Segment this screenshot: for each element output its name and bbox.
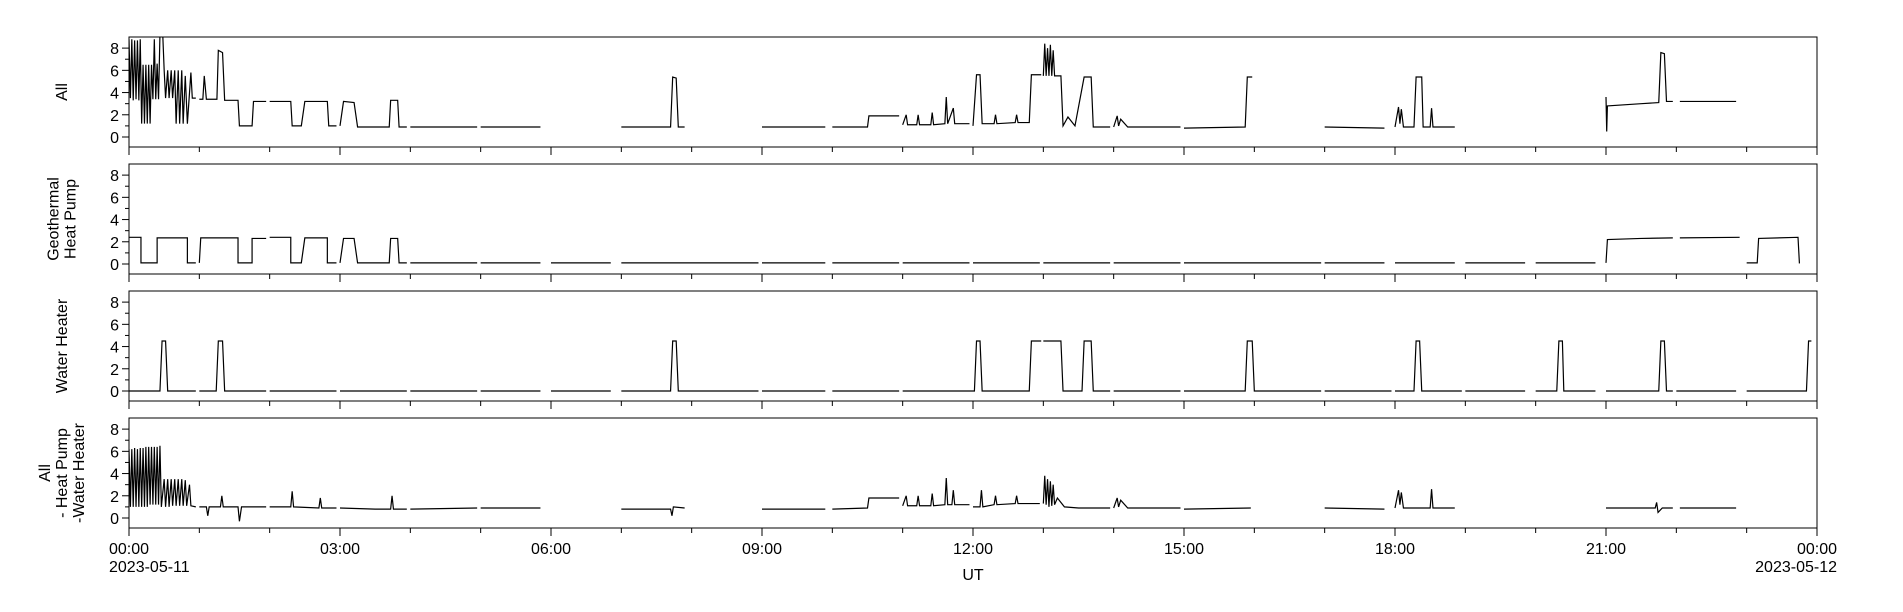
y-tick-label: 8 (110, 295, 119, 312)
panel-frame (128, 163, 1818, 275)
data-line (129, 445, 1737, 522)
y-tick-label: 4 (110, 340, 119, 357)
x-tick-label: 03:00 (320, 541, 360, 558)
x-tick-label: 15:00 (1164, 541, 1204, 558)
y-tick-label: 0 (110, 257, 119, 274)
x-tick-label: 09:00 (742, 541, 782, 558)
y-axis-label: All (54, 83, 71, 101)
y-tick-label: 0 (110, 511, 119, 528)
data-line (129, 340, 1812, 392)
data-line (129, 37, 1737, 132)
y-axis-label-line: - Heat Pump (54, 428, 71, 518)
y-tick-label: 2 (110, 362, 119, 379)
y-tick-label: 8 (110, 168, 119, 185)
y-axis-label-line: All (37, 464, 54, 482)
plot-area (129, 340, 1812, 392)
y-axis-label-line: -Water Heater (71, 422, 88, 523)
y-tick-label: 2 (110, 489, 119, 506)
y-tick-label: 4 (110, 86, 119, 103)
y-tick-label: 2 (110, 235, 119, 252)
data-line (129, 236, 1801, 264)
x-tick-label: 18:00 (1375, 541, 1415, 558)
y-tick-label: 6 (110, 317, 119, 334)
y-tick-label: 0 (110, 130, 119, 147)
x-axis-label: UT (962, 567, 984, 584)
x-tick-label: 00:00 (109, 541, 149, 558)
y-axis-label: Water Heater (54, 298, 71, 393)
y-tick-label: 6 (110, 444, 119, 461)
y-axis-label-line: All (54, 83, 71, 101)
y-tick-label: 8 (110, 41, 119, 58)
y-axis-label: GeothermalHeat Pump (46, 177, 80, 261)
plot-area (129, 37, 1737, 132)
x-tick-label: 12:00 (953, 541, 993, 558)
panel-frame (128, 417, 1818, 529)
y-tick-label: 8 (110, 422, 119, 439)
y-axis-label-line: Heat Pump (63, 179, 80, 259)
panel-frame (128, 290, 1818, 402)
panel-frame (128, 36, 1818, 148)
y-tick-label: 6 (110, 190, 119, 207)
y-tick-label: 0 (110, 384, 119, 401)
x-tick-label: 00:00 (1797, 541, 1837, 558)
y-tick-label: 6 (110, 63, 119, 80)
y-axis-label: All- Heat Pump-Water Heater (37, 422, 88, 523)
plot-area (129, 236, 1801, 264)
x-date-label: 2023-05-11 (109, 559, 190, 576)
y-tick-label: 4 (110, 467, 119, 484)
y-axis-label-line: Geothermal (46, 177, 63, 261)
y-axis-label-line: Water Heater (54, 298, 71, 393)
y-tick-label: 4 (110, 213, 119, 230)
x-tick-label: 21:00 (1586, 541, 1626, 558)
x-tick-label: 06:00 (531, 541, 571, 558)
y-tick-label: 2 (110, 108, 119, 125)
plot-area (129, 445, 1737, 522)
x-date-label: 2023-05-12 (1755, 559, 1837, 576)
